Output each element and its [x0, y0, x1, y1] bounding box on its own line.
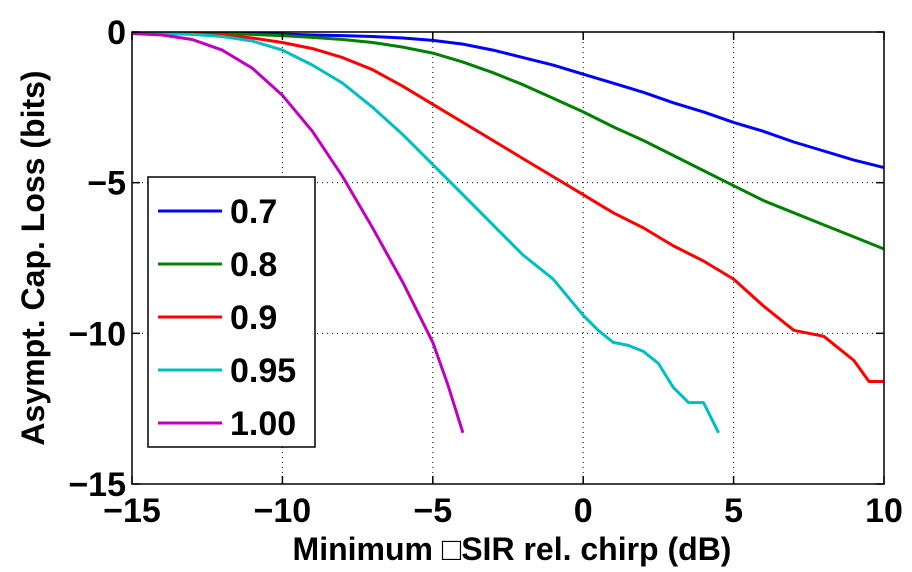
legend-box — [147, 176, 316, 448]
y-tick-label: −5 — [87, 165, 126, 203]
series-line-0-8 — [132, 32, 885, 251]
y-tick-labels: 0 −5 −10 −15 — [68, 14, 126, 504]
y-axis-label: Asympt. Cap. Loss (bits) — [15, 70, 51, 445]
x-tick-label: −10 — [254, 492, 312, 530]
y-tick-label: 0 — [107, 14, 126, 52]
legend-label: 0.9 — [230, 299, 277, 337]
y-tick-label: −15 — [68, 466, 126, 504]
legend-label: 0.8 — [230, 246, 277, 284]
series-line-1-00 — [131, 32, 465, 434]
series-line-0-9 — [132, 32, 884, 383]
legend-label: 0.95 — [230, 352, 296, 390]
y-tick-label: −10 — [68, 315, 126, 353]
legend-label: 0.7 — [230, 193, 277, 231]
x-tick-label: −5 — [413, 492, 452, 530]
axis-ticks — [131, 31, 885, 485]
series-layer — [131, 32, 885, 434]
series-line-0-95 — [132, 32, 720, 434]
x-tick-label: 5 — [724, 492, 743, 530]
series-line-0-7 — [132, 32, 885, 170]
x-tick-label: −15 — [103, 492, 161, 530]
legend: 0.7 0.8 0.9 0.95 1.00 — [147, 176, 316, 448]
x-tick-labels: −15 −10 −5 0 5 10 — [103, 492, 903, 530]
plot-frame — [131, 31, 885, 485]
x-tick-label: 10 — [865, 492, 903, 530]
x-axis-label: Minimum □SIR rel. chirp (dB) — [293, 531, 732, 567]
legend-label: 1.00 — [230, 405, 296, 443]
x-tick-label: 0 — [574, 492, 593, 530]
